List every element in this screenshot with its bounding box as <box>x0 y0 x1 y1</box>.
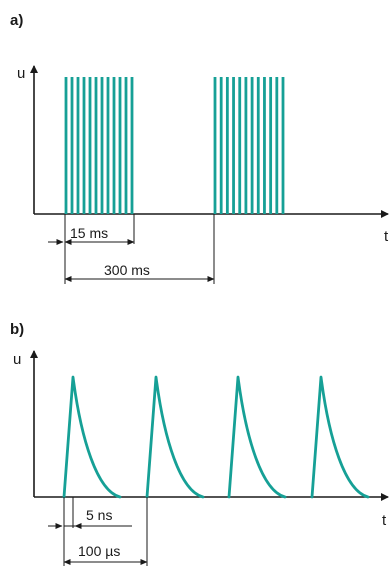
panel-a: a) u t 15 ms 300 ms <box>10 12 389 284</box>
decay-pulse <box>145 375 205 499</box>
burst-1 <box>64 77 134 214</box>
decay-pulse <box>227 375 287 499</box>
panel-b-x-axis-label: t <box>382 512 387 529</box>
rise-dimension-label: 5 ns <box>86 507 112 523</box>
panel-b-y-axis-label: u <box>13 351 21 368</box>
burst-2 <box>213 77 285 214</box>
period-dimension-label: 300 ms <box>104 262 150 278</box>
burst-dimension-label: 15 ms <box>70 225 108 241</box>
pulse-period-dimension-label: 100 µs <box>78 543 120 559</box>
panel-a-label: a) <box>10 12 23 29</box>
panel-b: b) u t 5 ns 100 µs <box>10 321 389 566</box>
decay-pulse <box>62 375 122 499</box>
panel-b-pulses <box>62 375 370 499</box>
panel-a-x-axis-label: t <box>384 228 389 245</box>
decay-pulse <box>310 375 370 499</box>
panel-b-label: b) <box>10 321 24 338</box>
panel-a-y-axis-label: u <box>17 65 25 82</box>
